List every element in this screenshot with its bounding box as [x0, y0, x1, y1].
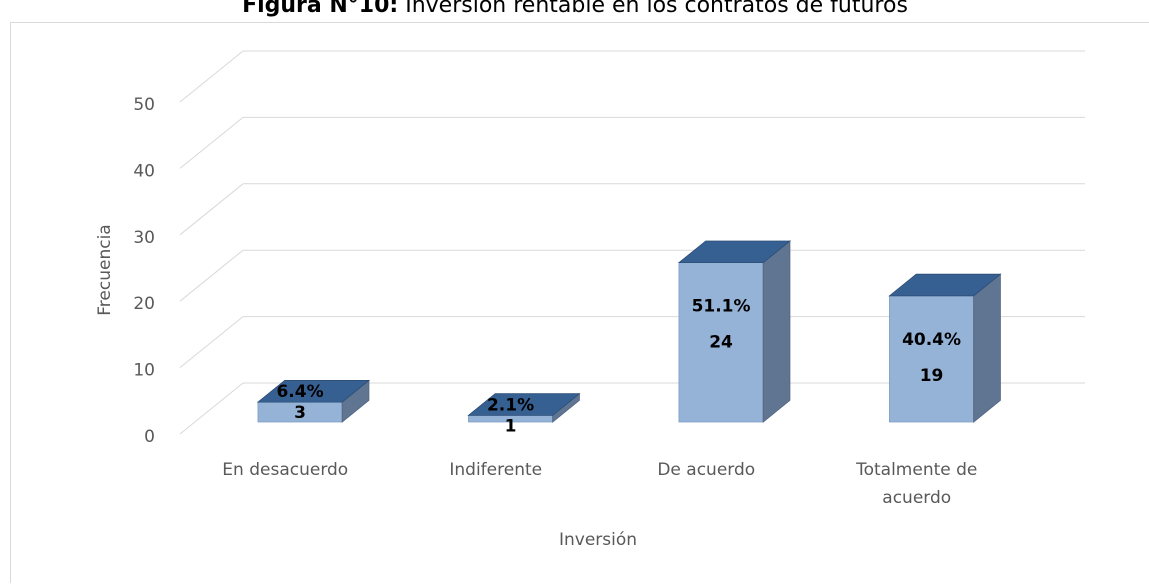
chart-title: Figura N°10: Inversión rentable en los c…	[242, 0, 908, 18]
x-tick-label-line: acuerdo	[882, 488, 951, 508]
x-tick-label: Indiferente	[449, 460, 542, 480]
y-tick-label: 0	[144, 427, 155, 447]
percent-label: 6.4%	[276, 382, 323, 402]
y-tick-label: 20	[133, 294, 155, 314]
value-label: 3	[294, 403, 306, 423]
x-tick-label: En desacuerdo	[222, 460, 348, 480]
bar	[679, 241, 790, 422]
y-tick-label: 30	[133, 228, 155, 248]
percent-label: 40.4%	[902, 330, 961, 350]
y-tick-label: 50	[133, 95, 155, 115]
y-tick-label: 10	[133, 361, 155, 381]
grid-line-side	[180, 117, 243, 168]
bar-side	[974, 274, 1001, 422]
bar-side	[763, 241, 790, 422]
grid-line-side	[180, 184, 243, 235]
x-axis-title: Inversión	[559, 530, 637, 550]
x-tick-label-line: Totalmente de	[855, 460, 977, 480]
grid-line-side	[180, 317, 243, 368]
grid-line-side	[180, 250, 243, 301]
value-label: 1	[505, 416, 517, 436]
grid-line-side	[180, 51, 243, 102]
x-tick-label: Totalmente de acuerdo	[855, 460, 977, 508]
title-text: Inversión rentable en los contratos de f…	[405, 0, 908, 18]
value-label: 19	[920, 366, 944, 386]
x-tick-label: De acuerdo	[657, 460, 755, 480]
grid-line-side	[180, 383, 243, 434]
y-tick-label: 40	[133, 161, 155, 181]
value-label: 24	[709, 333, 733, 353]
percent-label: 2.1%	[487, 395, 534, 415]
percent-label: 51.1%	[692, 297, 751, 317]
bar-front	[889, 296, 973, 422]
title-label: Figura N°10:	[242, 0, 398, 18]
y-axis-title: Frecuencia	[95, 224, 115, 315]
